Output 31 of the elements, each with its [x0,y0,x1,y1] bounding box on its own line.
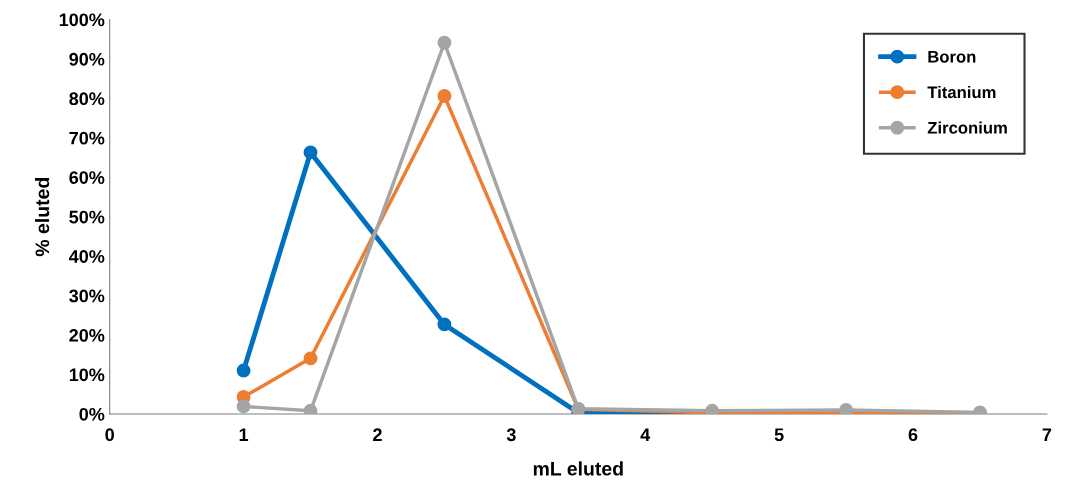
x-tick-label: 1 [239,428,249,441]
y-tick-label: 60% [69,171,105,184]
x-tick-label: 4 [640,428,651,441]
y-tick-label: 50% [69,210,105,224]
legend-label: Boron [928,51,976,63]
x-tick-label: 6 [908,428,918,442]
point [437,35,452,50]
y-axis-title: % eluted [34,178,50,257]
y-tick-label: 90% [69,52,105,66]
point [303,145,318,160]
point [303,351,318,366]
y-tick-label: 40% [68,250,105,263]
legend-label: Titanium [927,85,996,99]
x-tick-label: 3 [506,428,516,442]
point [236,399,251,414]
legend-label: Zirconium [927,121,1007,134]
x-axis-title: mL eluted [533,461,623,476]
y-tick-label: 30% [69,289,105,303]
point [437,317,452,332]
y-tick-label: 0% [79,407,105,421]
x-tick-label: 0 [105,428,114,442]
x-tick-label: 7 [1042,428,1052,441]
y-tick-label: 100% [59,13,105,27]
point [236,363,251,378]
point [437,89,452,103]
y-tick-label: 20% [69,328,105,342]
y-tick-label: 10% [69,368,105,382]
y-tick-label: 80% [69,92,105,106]
x-tick-label: 2 [373,428,382,441]
x-tick-label: 5 [774,428,784,442]
y-tick-label: 70% [69,131,105,145]
